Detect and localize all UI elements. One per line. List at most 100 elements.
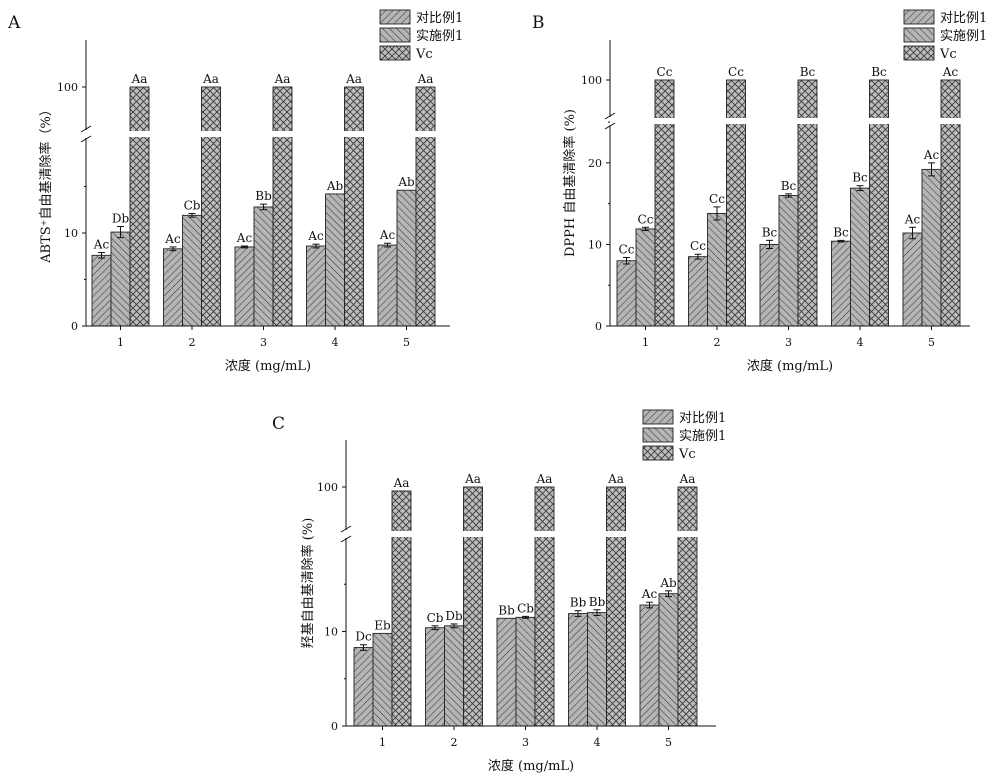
panel-letter: A [7, 13, 21, 33]
x-tick-label: 1 [642, 336, 649, 349]
legend-swatch [379, 27, 411, 43]
y-tick-label: 10 [588, 238, 602, 251]
data-label: Cc [619, 242, 635, 256]
panel-letter: B [532, 13, 545, 33]
data-label: Ab [659, 576, 677, 590]
axis-break-mark [80, 125, 92, 133]
y-tick-label: 0 [331, 720, 338, 733]
x-tick-label: 3 [260, 336, 267, 349]
data-label: Db [112, 211, 130, 225]
data-label: Cb [517, 601, 534, 615]
data-label: Ac [641, 587, 658, 601]
legend-swatch [642, 427, 674, 443]
legend-label: 实施例1 [940, 29, 987, 44]
data-label: Cc [709, 192, 725, 206]
bar [850, 187, 870, 327]
x-tick-label: 5 [928, 336, 935, 349]
panel-letter: C [272, 414, 285, 434]
x-tick-label: 2 [714, 336, 721, 349]
data-label: Ac [904, 212, 921, 226]
data-label: Aa [345, 72, 362, 86]
bar [831, 240, 851, 327]
y-tick-label: 10 [64, 227, 78, 240]
data-label: Bb [570, 596, 587, 610]
data-label: Ac [164, 232, 181, 246]
chart-panel-b: B Cc Cc Bc Bc Ac Cc Cc Bc Bc Ac Cc Cc Bc Bc Ac 0 10 20 100 1… [532, 9, 987, 374]
x-tick-label: 5 [403, 336, 410, 349]
bar [344, 86, 364, 327]
bar [902, 232, 923, 327]
data-label: Dc [355, 630, 372, 644]
data-label: Cc [728, 65, 744, 79]
x-tick-label: 5 [665, 736, 672, 749]
bar [635, 228, 656, 327]
data-label: Bc [800, 65, 816, 79]
bar [253, 206, 274, 327]
bar [921, 168, 942, 327]
bar [182, 214, 202, 327]
data-label: Ac [942, 65, 959, 79]
legend-label: 对比例1 [416, 11, 463, 26]
bar [616, 260, 637, 327]
bar [325, 193, 345, 327]
y-tick-label: 100 [581, 74, 602, 87]
data-label: Ab [326, 179, 344, 193]
legend-swatch [903, 27, 935, 43]
data-label: Bc [871, 65, 887, 79]
legend-swatch [903, 9, 935, 25]
data-label: Ac [236, 231, 253, 245]
x-tick-label: 4 [332, 336, 339, 349]
bar [396, 189, 417, 327]
data-label: Ac [379, 228, 396, 242]
bar [463, 486, 483, 727]
y-axis-label: ABTS⁺自由基清除率（%） [38, 103, 54, 264]
x-tick-label: 4 [857, 336, 864, 349]
bar [415, 86, 436, 327]
bar [377, 244, 398, 327]
x-tick-label: 2 [451, 736, 458, 749]
bar [515, 616, 536, 727]
x-axis-label: 浓度 (mg/mL) [488, 758, 574, 774]
legend-label: 实施例1 [416, 29, 463, 44]
legend-swatch [642, 445, 674, 461]
bar [353, 647, 374, 727]
axis-break-gap [342, 531, 720, 537]
data-label: Bc [781, 179, 797, 193]
bar [778, 195, 799, 327]
data-label: Ab [397, 175, 415, 189]
bar [201, 86, 221, 327]
bar [658, 593, 679, 727]
y-tick-label: 20 [588, 157, 602, 170]
data-label: Aa [679, 472, 696, 486]
data-label: Cc [690, 239, 706, 253]
data-label: Ac [307, 229, 324, 243]
data-label: Bb [255, 189, 272, 203]
bar [425, 627, 445, 727]
data-label: Ac [93, 238, 110, 252]
y-tick-label: 100 [57, 81, 78, 94]
data-label: Aa [536, 472, 553, 486]
data-label: Aa [202, 72, 219, 86]
legend-swatch [379, 45, 411, 61]
data-label: Aa [607, 472, 624, 486]
data-label: Bb [498, 603, 515, 617]
bar [677, 486, 698, 727]
legend-label: 对比例1 [679, 411, 726, 426]
legend-swatch [642, 409, 674, 425]
data-label: Cc [638, 212, 654, 226]
x-tick-label: 1 [379, 736, 386, 749]
x-axis-label: 浓度 (mg/mL) [747, 358, 833, 374]
bar [306, 245, 326, 327]
bar [496, 617, 517, 727]
bar [568, 613, 588, 727]
x-tick-label: 3 [785, 336, 792, 349]
axis-break-mark [604, 112, 616, 120]
bar [272, 86, 293, 327]
data-label: Aa [274, 72, 291, 86]
bar [110, 231, 131, 327]
data-label: Bc [833, 225, 849, 239]
axis-break-mark [604, 122, 616, 130]
